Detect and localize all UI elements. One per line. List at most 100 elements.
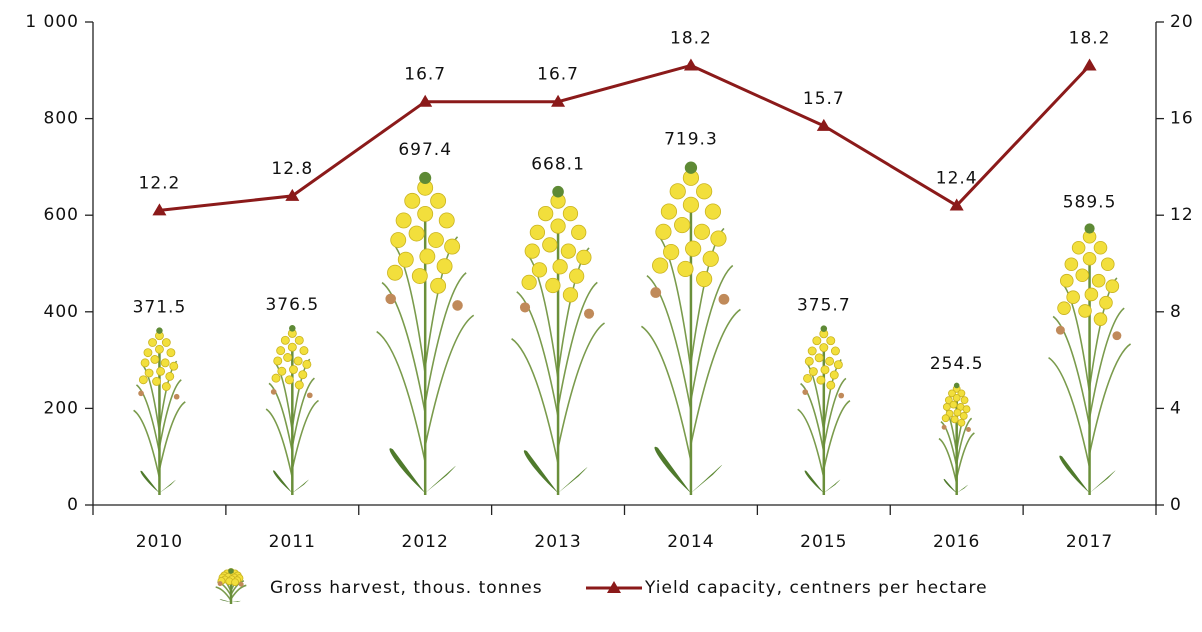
y-tick-label: 0: [67, 495, 79, 515]
line-marker: [683, 58, 698, 71]
plant-bar: [376, 171, 475, 495]
plant-pod: [385, 293, 396, 305]
plant-branch: [158, 379, 182, 448]
plant-flower: [962, 405, 971, 414]
plant-leaf: [956, 484, 968, 493]
line-value-label: 18.2: [1069, 28, 1111, 48]
plant-flower: [293, 356, 303, 366]
plant-flower: [166, 348, 176, 358]
plant-leaf: [1089, 470, 1116, 493]
line-value-label: 16.7: [404, 65, 446, 85]
plant-branch: [265, 408, 294, 478]
plant-leaf: [654, 446, 691, 493]
plant-flower: [299, 346, 309, 356]
plant-flower: [820, 365, 830, 375]
plant-flower: [529, 224, 546, 240]
x-tick-label: 2014: [667, 532, 714, 552]
plant-flower: [949, 400, 958, 409]
plant-flower: [1075, 268, 1090, 282]
plant-branch: [640, 325, 692, 462]
plant-flower: [953, 408, 962, 417]
plant-flower: [710, 230, 727, 247]
plant-leaf: [523, 450, 559, 493]
plant-flower: [276, 346, 286, 356]
plant-flower: [819, 343, 829, 353]
x-tick-label: 2015: [800, 532, 847, 552]
plant-flower: [942, 403, 951, 411]
plant-flower: [390, 232, 407, 249]
plant-flower: [833, 360, 843, 370]
plant-flower: [419, 248, 436, 265]
plant-pod: [452, 300, 463, 311]
plant-flower: [283, 353, 293, 362]
plant-flower: [144, 368, 154, 378]
plant-flower: [941, 414, 950, 423]
plant-flower: [952, 393, 961, 402]
plant-flower: [1057, 301, 1071, 315]
plant-flower: [395, 212, 412, 229]
plant-pod: [583, 308, 595, 319]
plant-flower: [428, 232, 444, 249]
plant-flower: [430, 192, 447, 209]
line-value-label: 18.2: [670, 28, 712, 48]
plant-flower: [957, 418, 966, 427]
plant-bar: [938, 382, 975, 495]
plant-flower: [693, 223, 711, 240]
x-tick-label: 2017: [1066, 532, 1113, 552]
x-tick-label: 2012: [402, 532, 449, 552]
plant-pod: [238, 581, 244, 587]
plant-branch: [158, 401, 186, 470]
plant-flower: [165, 371, 175, 381]
plant-flower: [1066, 290, 1080, 304]
plant-flower: [277, 366, 287, 376]
line-marker: [551, 94, 566, 107]
plant-flower: [417, 205, 434, 222]
plant-pod: [306, 392, 313, 399]
line-value-label: 15.7: [803, 89, 845, 109]
plant-pod: [1112, 331, 1122, 341]
plant-branch: [291, 377, 315, 448]
plant-flower: [387, 264, 403, 281]
y-tick-label: 600: [44, 205, 79, 225]
y-tick-label: 400: [44, 302, 79, 322]
plant-flower: [569, 268, 585, 284]
plant-flower: [704, 203, 722, 220]
plant-flower: [1071, 240, 1086, 255]
plant-bud: [419, 171, 432, 184]
bar-value-label: 376.5: [265, 295, 319, 315]
plant-branch: [938, 437, 958, 484]
plant-branch: [291, 399, 320, 470]
plant-leaf: [1059, 455, 1090, 493]
plant-branch: [135, 384, 161, 453]
plant-branch: [657, 234, 692, 371]
y2-tick-label: 4: [1170, 398, 1182, 418]
plant-leaf: [690, 464, 723, 493]
plant-bud: [156, 327, 163, 334]
plant-leaf: [140, 470, 160, 493]
bar-value-label: 589.5: [1063, 192, 1117, 212]
plant-flower: [959, 412, 968, 420]
line-marker: [949, 198, 964, 211]
plant-flower: [807, 346, 817, 356]
plant-flower: [808, 367, 818, 377]
plant-flower: [298, 370, 308, 380]
x-tick-label: 2011: [269, 532, 316, 552]
plant-flower: [302, 359, 312, 369]
plant-flower: [436, 258, 453, 275]
plant-flower: [280, 335, 290, 345]
plant-flower: [702, 250, 719, 267]
plant-bar: [640, 161, 741, 495]
bar-value-label: 719.3: [664, 130, 718, 150]
plant-flower: [148, 338, 157, 347]
plant-flower: [571, 224, 587, 240]
plant-leaf: [558, 467, 588, 493]
plant-flower: [957, 389, 966, 398]
plant-leaf: [389, 448, 426, 493]
line-marker: [285, 188, 300, 201]
plant-flower: [950, 415, 959, 424]
plant-branch: [1088, 307, 1125, 419]
plant-flower: [231, 578, 239, 587]
plant-bud: [820, 325, 828, 332]
plant-flower: [660, 203, 678, 220]
plant-flower: [696, 270, 713, 288]
